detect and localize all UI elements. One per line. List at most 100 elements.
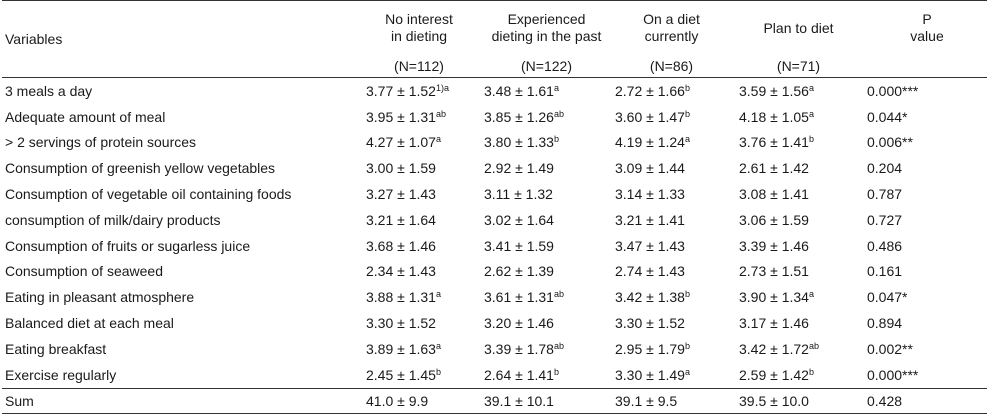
header-n: (N=86): [613, 55, 730, 78]
row-label: Eating breakfast: [5, 340, 107, 357]
mean-sd: 2.61 ± 1.42: [739, 160, 809, 177]
p-value: 0.727: [867, 211, 903, 228]
mean-sd: 2.95 ± 1.79: [615, 340, 685, 357]
table-body: 3 meals a day 3.77 ± 1.521)a 3.48 ± 1.61…: [2, 78, 987, 414]
p-value: 0.044*: [867, 108, 908, 125]
table-row: Eating breakfast 3.89 ± 1.63a 3.39 ± 1.7…: [2, 336, 987, 362]
cell-value: 3.39 ± 1.78ab: [480, 336, 613, 362]
cell-value: 3.42 ± 1.38b: [613, 284, 730, 310]
mean-sd: 3.21 ± 1.64: [366, 211, 436, 228]
mean-sd: 3.59 ± 1.56: [739, 82, 809, 99]
table-row: Consumption of seaweed 2.34 ± 1.43 2.62 …: [2, 259, 987, 285]
mean-sd: 2.72 ± 1.66: [615, 82, 685, 99]
cell-value: 3.80 ± 1.33b: [480, 130, 613, 156]
superscript: a: [553, 82, 559, 93]
cell-value: 3.17 ± 1.46: [730, 310, 867, 336]
cell-value: 3.30 ± 1.52: [613, 310, 730, 336]
row-label: 3 meals a day: [5, 82, 93, 99]
cell-value: 3.76 ± 1.41b: [730, 130, 867, 156]
superscript: a: [435, 289, 441, 300]
table-header: Variables No interest in dieting Experien…: [2, 0, 987, 78]
superscript: ab: [553, 108, 564, 119]
cell-value: 2.59 ± 1.42b: [730, 362, 867, 388]
cell-value: 3.30 ± 1.49a: [613, 362, 730, 388]
row-label: consumption of milk/dairy products: [5, 211, 221, 228]
header-line1: No interest: [385, 11, 453, 27]
cell-value: 39.1 ± 9.5: [613, 387, 730, 414]
mean-sd: 3.21 ± 1.41: [615, 211, 685, 228]
mean-sd: 3.00 ± 1.59: [366, 160, 436, 177]
cell-value: 3.95 ± 1.31ab: [358, 104, 480, 130]
mean-sd: 2.45 ± 1.45: [366, 366, 436, 383]
p-value: 0.000***: [867, 366, 919, 383]
header-n: (N=122): [480, 55, 613, 78]
superscript: b: [435, 366, 441, 377]
mean-sd: 3.77 ± 1.52: [366, 82, 436, 99]
superscript: b: [684, 289, 690, 300]
p-value: 0.486: [867, 237, 903, 254]
mean-sd: 3.08 ± 1.41: [739, 186, 809, 203]
cell-value: 2.62 ± 1.39: [480, 259, 613, 285]
mean-sd: 3.80 ± 1.33: [484, 134, 554, 151]
superscript: b: [808, 134, 814, 145]
mean-sd: 3.61 ± 1.31: [484, 289, 554, 306]
row-label: Balanced diet at each meal: [5, 315, 174, 332]
row-label: Consumption of fruits or sugarless juice: [5, 237, 251, 254]
superscript: a: [435, 340, 441, 351]
header-line2: currently: [644, 28, 699, 44]
cell-value: 4.27 ± 1.07a: [358, 130, 480, 156]
header-group-no-interest: No interest in dieting: [358, 0, 480, 55]
header-group-on-diet: On a diet currently: [613, 0, 730, 55]
header-line1: P: [922, 11, 932, 27]
header-group-experienced: Experienced dieting in the past: [480, 0, 613, 55]
cell-value: 3.02 ± 1.64: [480, 207, 613, 233]
cell-value: 2.92 ± 1.49: [480, 155, 613, 181]
row-label: Consumption of vegetable oil containing …: [5, 186, 292, 203]
superscript: a: [684, 134, 690, 145]
superscript: a: [808, 289, 814, 300]
mean-sd: 3.39 ± 1.46: [739, 237, 809, 254]
mean-sd: 3.85 ± 1.26: [484, 108, 554, 125]
header-group-plan-to-diet: Plan to diet: [730, 0, 867, 55]
cell-value: 3.41 ± 1.59: [480, 233, 613, 259]
cell-value: 3.09 ± 1.44: [613, 155, 730, 181]
row-label: Consumption of seaweed: [5, 263, 163, 280]
mean-sd: 3.30 ± 1.52: [615, 315, 685, 332]
cell-value: 3.11 ± 1.32: [480, 181, 613, 207]
cell-value: 3.39 ± 1.46: [730, 233, 867, 259]
mean-sd: 3.88 ± 1.31: [366, 289, 436, 306]
mean-sd: 3.42 ± 1.72: [739, 340, 809, 357]
p-value: 0.204: [867, 160, 903, 177]
row-label: > 2 servings of protein sources: [5, 134, 197, 151]
row-label: Consumption of greenish yellow vegetable…: [5, 160, 276, 177]
mean-sd: 3.39 ± 1.78: [484, 340, 554, 357]
mean-sd: 3.90 ± 1.34: [739, 289, 809, 306]
p-value: 0.006**: [867, 134, 913, 151]
cell-value: 3.27 ± 1.43: [358, 181, 480, 207]
superscript: ab: [553, 289, 564, 300]
table-row: Consumption of greenish yellow vegetable…: [2, 155, 987, 181]
mean-sd: 2.59 ± 1.42: [739, 366, 809, 383]
header-n-empty: [867, 55, 987, 78]
cell-value: 2.34 ± 1.43: [358, 259, 480, 285]
header-line1: On a diet: [643, 11, 700, 27]
mean-sd: 3.11 ± 1.32: [484, 186, 553, 203]
mean-sd: 2.34 ± 1.43: [366, 263, 436, 280]
cell-value: 4.19 ± 1.24a: [613, 130, 730, 156]
cell-value: 3.21 ± 1.64: [358, 207, 480, 233]
cell-value: 3.89 ± 1.63a: [358, 336, 480, 362]
p-value: 0.047*: [867, 289, 908, 306]
cell-value: 4.18 ± 1.05a: [730, 104, 867, 130]
cell-value: 39.1 ± 10.1: [480, 387, 613, 414]
cell-value: 3.47 ± 1.43: [613, 233, 730, 259]
p-value: 0.161: [867, 263, 903, 280]
superscript: 1)a: [435, 82, 449, 93]
cell-value: 3.20 ± 1.46: [480, 310, 613, 336]
cell-value: 3.59 ± 1.56a: [730, 78, 867, 104]
mean-sd: 3.42 ± 1.38: [615, 289, 685, 306]
header-variables: Variables: [2, 0, 358, 78]
mean-sd: 2.64 ± 1.41: [484, 366, 554, 383]
cell-value: 3.60 ± 1.47b: [613, 104, 730, 130]
table-row: Exercise regularly 2.45 ± 1.45b 2.64 ± 1…: [2, 362, 987, 388]
